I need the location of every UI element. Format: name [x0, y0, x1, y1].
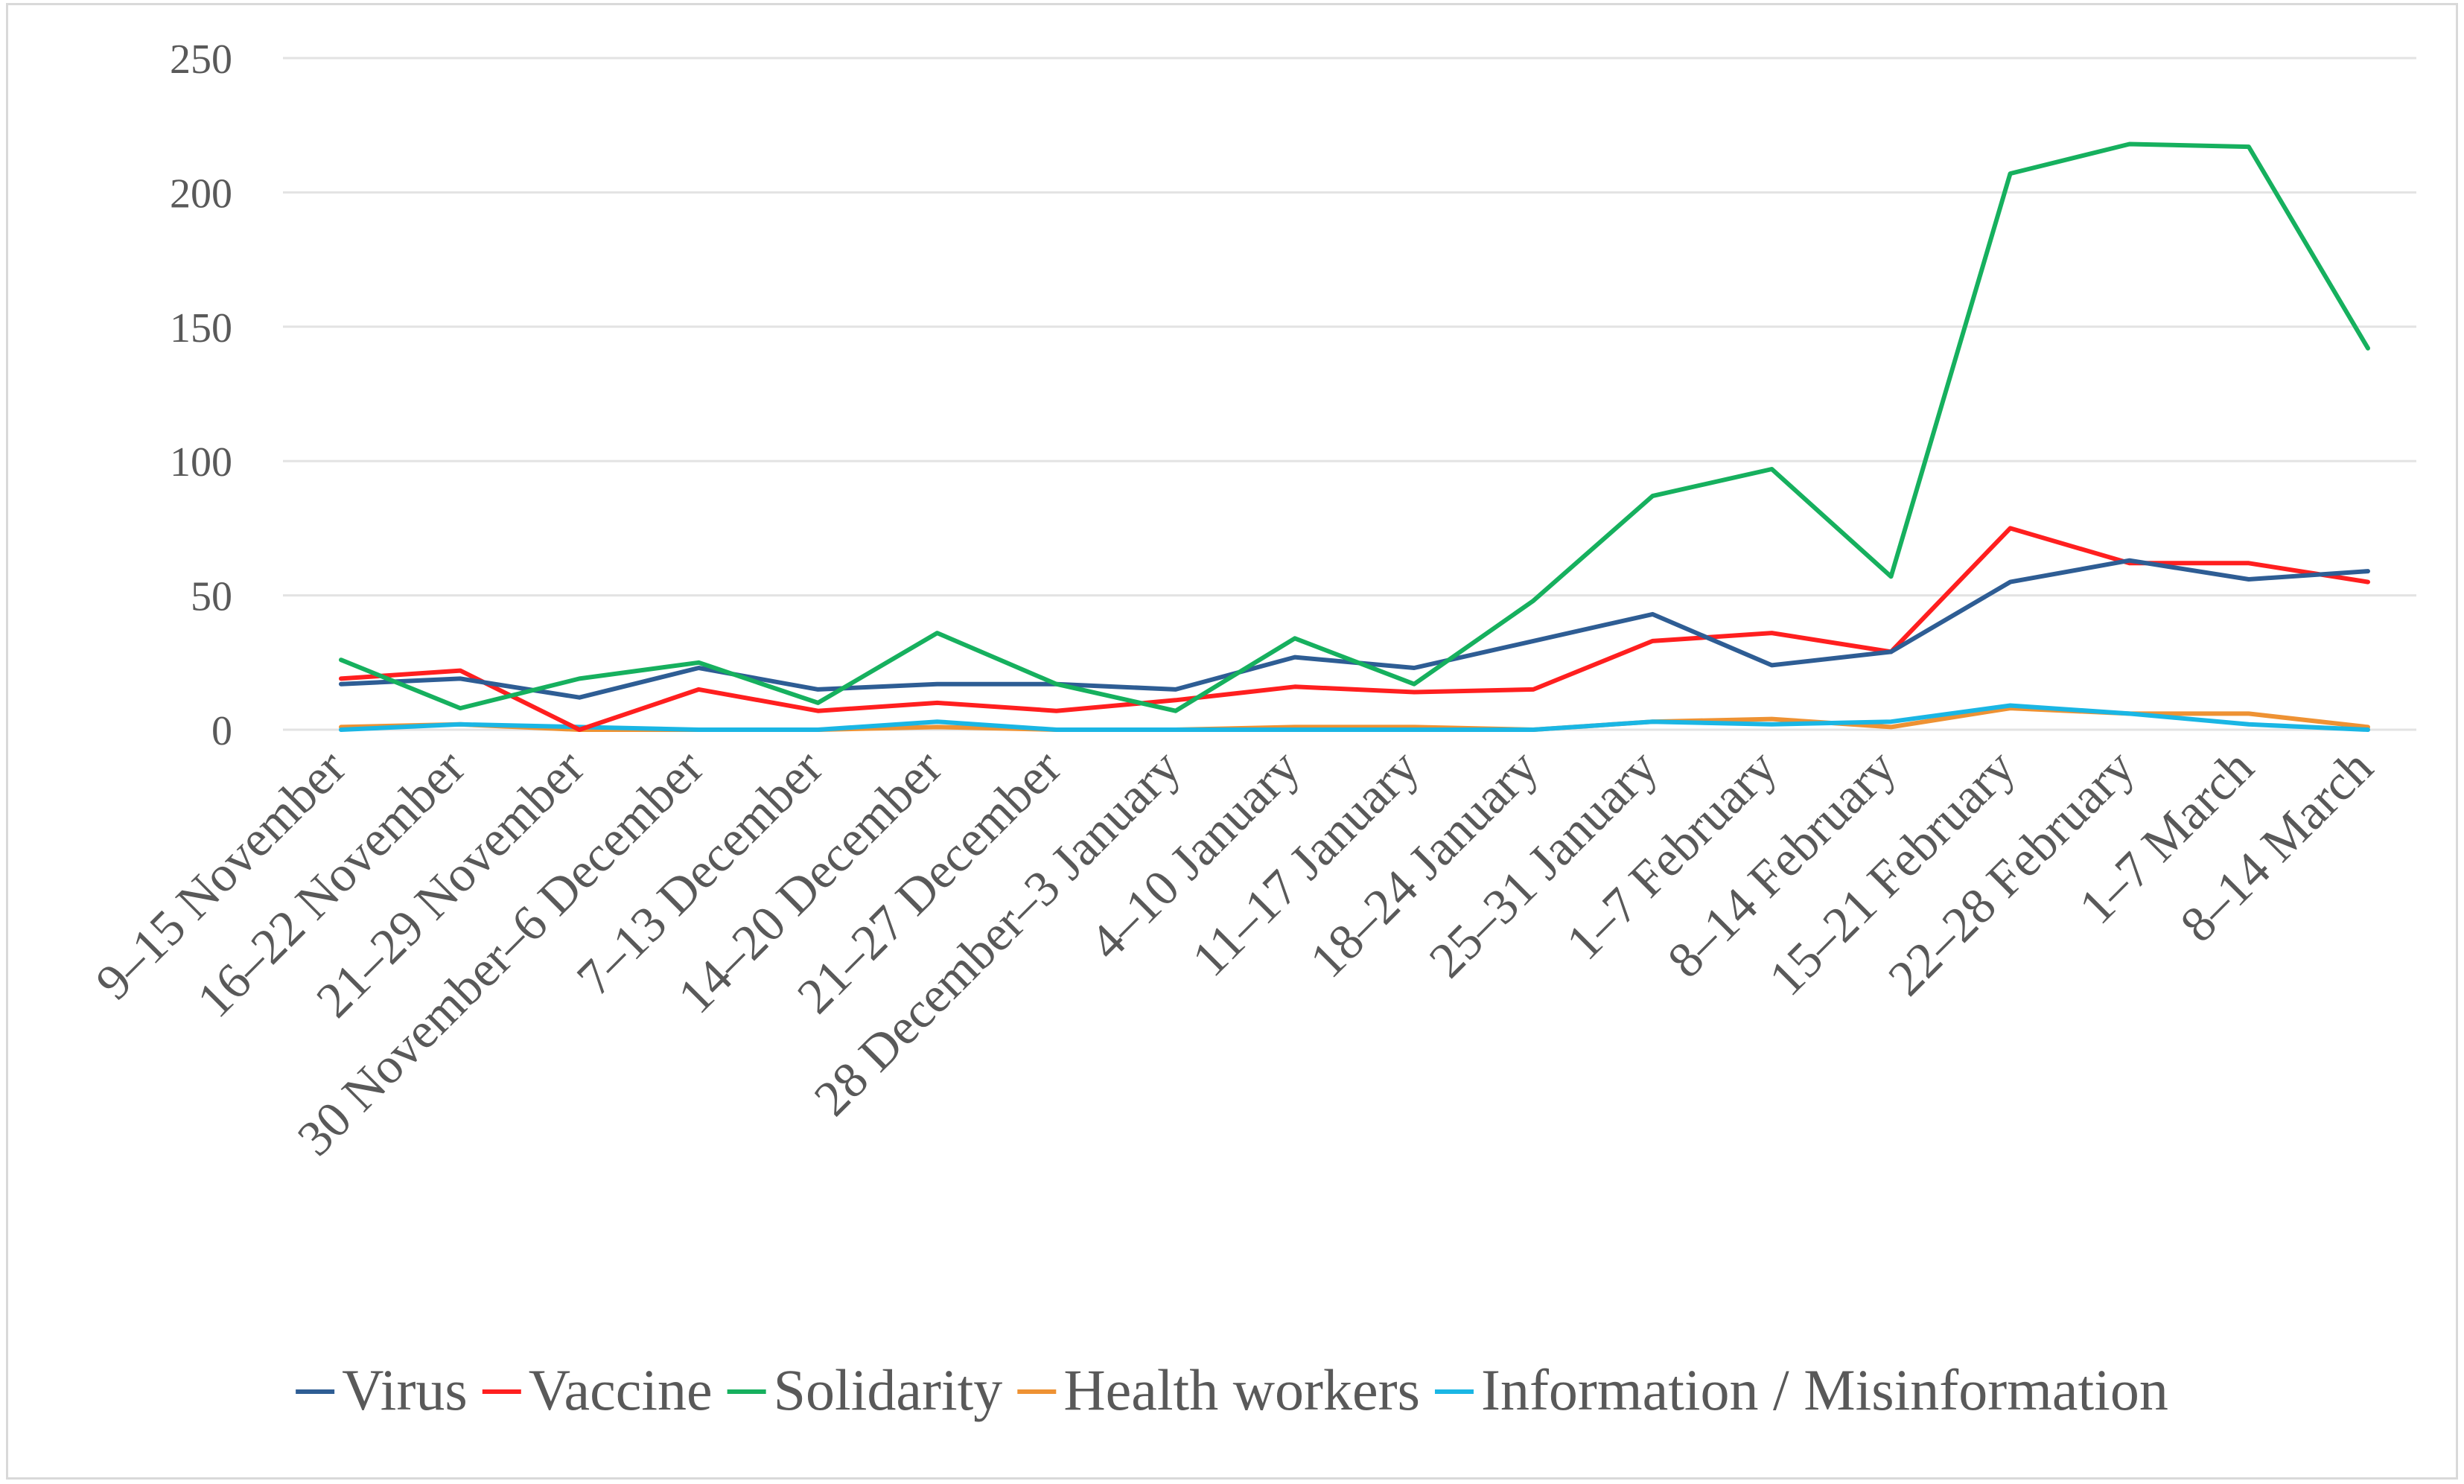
legend-label: Health workers — [1063, 1357, 1420, 1422]
y-axis-ticks: 0 50 100 150 200 250 — [170, 36, 232, 754]
series-line-information-misinformation — [339, 703, 2370, 732]
y-tick-label: 150 — [170, 305, 232, 351]
grid-lines — [283, 57, 2416, 731]
legend-label: Solidarity — [774, 1357, 1003, 1422]
y-tick-label: 100 — [170, 439, 232, 485]
y-tick-label: 200 — [170, 171, 232, 217]
y-tick-label: 250 — [170, 36, 232, 83]
series-line-solidarity — [339, 141, 2370, 713]
legend-label: Vaccine — [529, 1357, 713, 1422]
y-tick-label: 50 — [191, 574, 232, 620]
legend-label: Virus — [342, 1357, 468, 1422]
chart-frame — [6, 3, 2458, 1480]
series-line-virus — [339, 558, 2370, 700]
legend: Virus Vaccine Solidarity Health workers Info… — [296, 1357, 2168, 1422]
legend-label: Information / Misinformation — [1481, 1357, 2168, 1422]
series-lines — [339, 141, 2370, 732]
y-tick-label: 0 — [211, 708, 232, 754]
series-line-vaccine — [339, 526, 2370, 732]
